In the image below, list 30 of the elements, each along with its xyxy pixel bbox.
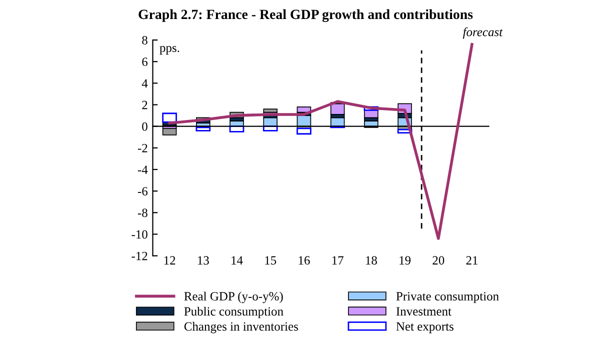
legend-label: Private consumption [396,292,499,304]
legend-label: Public consumption [184,306,284,318]
x-tick-label: 20 [432,256,444,265]
legend-label: Investment [396,307,452,316]
legend-label: Real GDP (y-o-y%) [184,292,283,304]
y-tick-label: -2 [138,144,148,152]
chart-title: Graph 2.7: France - Real GDP growth and contributions [138,9,473,22]
y-tick-label: 4 [142,79,148,88]
x-tick-label: 13 [198,256,209,265]
x-tick-label: 18 [366,256,377,265]
y-tick-label: -12 [132,252,148,260]
y-tick-label: -6 [138,187,148,196]
y-tick-label: -8 [138,208,148,218]
x-tick-label: 14 [232,256,243,264]
y-tick-label: -10 [132,230,148,239]
y-tick-label: 8 [142,36,148,44]
y-tick-label: -4 [138,166,148,174]
x-tick-label: 16 [298,256,310,265]
y-tick-label: 6 [142,58,148,66]
x-tick-label: 17 [332,256,344,264]
y-tick-label: 2 [142,100,148,110]
y-tick-label: 0 [142,122,148,131]
y-axis-title: pps. [160,46,180,55]
x-tick-label: 21 [466,256,478,264]
legend-label: Net exports [396,322,454,334]
x-tick-label: 12 [164,256,176,264]
x-tick-label: 19 [400,256,411,265]
legend-label: Changes in inventories [184,322,298,334]
x-tick-label: 15 [265,256,276,265]
text: forecast [462,27,503,39]
